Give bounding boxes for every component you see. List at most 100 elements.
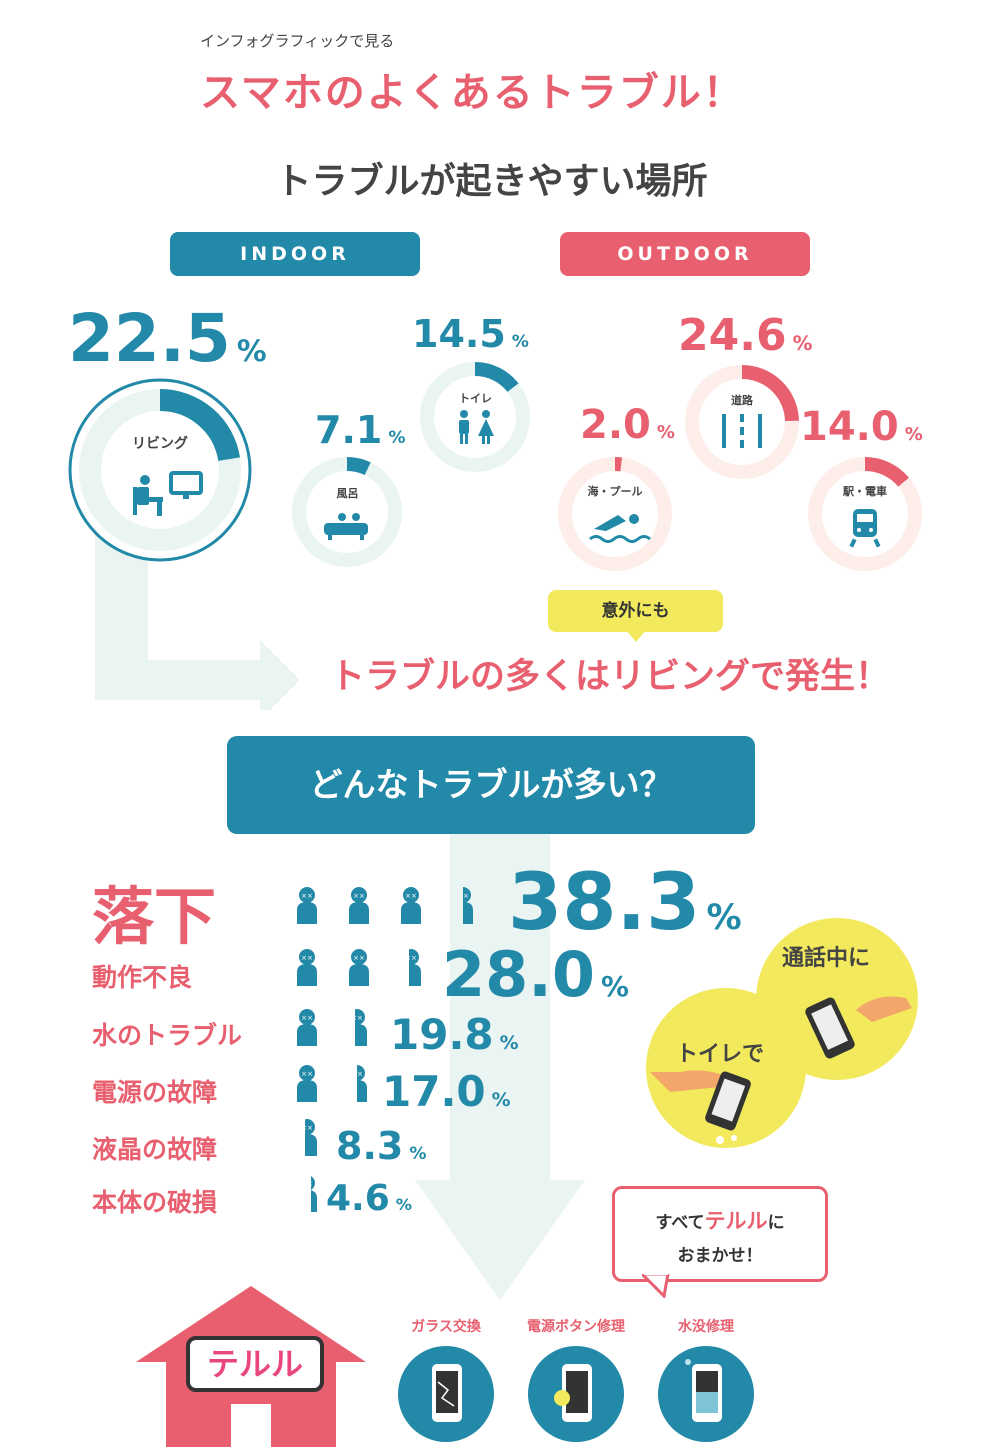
troubles-heading: どんなトラブルが多い？	[309, 765, 673, 804]
person-icon: ××	[348, 886, 370, 924]
page-title: スマホのよくあるトラブル！	[200, 70, 745, 116]
bath-percent: 7.1%	[315, 408, 406, 452]
trouble-name-water: 水のトラブル	[92, 1021, 243, 1050]
trouble-value-lcd: 8.3%	[336, 1124, 427, 1168]
svg-text:××: ××	[355, 1014, 363, 1022]
service-water-button[interactable]	[658, 1346, 754, 1442]
donut-sea: 海・プール	[556, 455, 674, 573]
bath-icon	[324, 513, 368, 540]
donut-toilet: トイレ	[418, 360, 533, 475]
person-icon: ××	[357, 1064, 368, 1102]
phone-handoff-icon	[805, 996, 912, 1059]
trouble-value-drop: 38.3%	[508, 858, 742, 948]
trouble-value-water: 19.8%	[390, 1010, 519, 1059]
speech-bubble: すべてテルルに おまかせ！	[612, 1186, 828, 1282]
living-label: リビング	[132, 436, 188, 452]
places-heading: トラブルが起きやすい場所	[275, 161, 708, 202]
svg-text:××: ××	[305, 1124, 313, 1132]
person-icon: ××	[304, 1118, 318, 1156]
living-person-tv-icon	[133, 471, 203, 516]
donut-living-chart	[68, 378, 252, 562]
road-label: 道路	[731, 394, 753, 407]
donut-road-chart	[685, 365, 799, 479]
trouble-name-drop: 落下	[92, 880, 217, 953]
person-icon: ××	[296, 1008, 318, 1046]
person-icon: ××	[348, 948, 370, 986]
svg-text:××: ××	[301, 892, 313, 900]
sea-label: 海・プール	[587, 485, 643, 498]
donut-train: 駅・電車	[806, 455, 924, 573]
person-icon: ××	[296, 1064, 318, 1102]
svg-text:××: ××	[301, 954, 313, 962]
person-icon: ××	[400, 886, 422, 924]
trouble-name-power: 電源の故障	[92, 1078, 218, 1107]
svg-text:××: ××	[301, 1070, 313, 1078]
service-glass-button[interactable]	[398, 1346, 494, 1442]
scene-call-label: 通話中に	[782, 946, 871, 971]
brand-logo: テルル	[186, 1336, 324, 1392]
conclusion-text: トラブルの多くはリビングで発生！	[330, 657, 891, 697]
down-arrow-background	[415, 820, 585, 1300]
trouble-name-lcd: 液晶の故障	[92, 1135, 218, 1164]
train-icon	[849, 509, 881, 548]
speech-line2: おまかせ！	[677, 1246, 763, 1266]
water-phone-icon	[685, 1359, 722, 1422]
scene-toilet-circle: トイレで	[646, 988, 806, 1148]
donut-road: 道路	[682, 362, 802, 482]
road-percent: 24.6%	[678, 310, 813, 361]
scene-toilet-label: トイレで	[676, 1042, 765, 1067]
troubles-heading-box: どんなトラブルが多い？	[227, 736, 755, 834]
person-icon: ××	[463, 886, 474, 924]
service-label-power[interactable]: 電源ボタン修理	[527, 1319, 625, 1335]
surprise-bubble: 意外にも	[548, 590, 723, 642]
person-icon: ××	[354, 1008, 368, 1046]
person-icon: ××	[311, 1174, 318, 1212]
service-power-button[interactable]	[528, 1346, 624, 1442]
toilet-people-icon	[459, 410, 494, 444]
svg-text:××: ××	[463, 892, 469, 900]
header-subtitle: インフォグラフィックで見る	[200, 32, 395, 50]
phone-power-icon	[554, 1364, 592, 1422]
donut-bath-chart	[292, 457, 402, 567]
service-label-water[interactable]: 水没修理	[678, 1319, 734, 1335]
svg-text:××: ××	[301, 1014, 313, 1022]
trouble-name-body: 本体の破損	[92, 1188, 218, 1217]
trouble-name-malfunction: 動作不良	[92, 963, 193, 992]
living-percent: 22.5%	[68, 300, 267, 377]
donut-living: リビング	[65, 375, 255, 565]
service-label-glass[interactable]: ガラス交換	[411, 1319, 481, 1335]
sea-percent: 2.0%	[580, 402, 675, 448]
phone-drop-toilet-icon	[650, 1070, 751, 1144]
train-percent: 14.0%	[800, 404, 923, 450]
trouble-value-power: 17.0%	[382, 1067, 511, 1116]
train-label: 駅・電車	[843, 485, 887, 498]
toilet-percent: 14.5%	[412, 312, 529, 356]
person-icon: ××	[296, 948, 318, 986]
svg-text:××: ××	[405, 892, 417, 900]
scene-call-circle: 通話中に	[756, 918, 918, 1080]
donut-train-chart	[808, 457, 922, 571]
speech-line1: すべてテルルに	[655, 1209, 785, 1233]
svg-text:××: ××	[353, 892, 365, 900]
donut-toilet-chart	[420, 362, 530, 472]
speech-tail	[642, 1274, 670, 1298]
road-icon	[722, 414, 762, 448]
outdoor-label: OUTDOOR	[560, 232, 810, 276]
indoor-label: INDOOR	[170, 232, 420, 276]
trouble-value-malfunction: 28.0%	[442, 938, 629, 1011]
person-icon: ××	[296, 886, 318, 924]
surprise-bubble-text: 意外にも	[601, 601, 670, 621]
svg-text:××: ××	[409, 954, 417, 962]
flow-arrow-background	[95, 520, 300, 710]
svg-text:××: ××	[357, 1070, 363, 1078]
donut-bath: 風呂	[290, 455, 405, 570]
swimmer-icon	[589, 514, 651, 543]
svg-text:××: ××	[353, 954, 365, 962]
person-icon: ××	[408, 948, 422, 986]
cracked-phone-icon	[432, 1364, 462, 1422]
toilet-label: トイレ	[459, 392, 492, 405]
donut-sea-chart	[558, 457, 672, 571]
trouble-value-body: 4.6%	[326, 1178, 413, 1219]
bath-label: 風呂	[336, 487, 359, 500]
svg-text:××: ××	[311, 1180, 312, 1188]
